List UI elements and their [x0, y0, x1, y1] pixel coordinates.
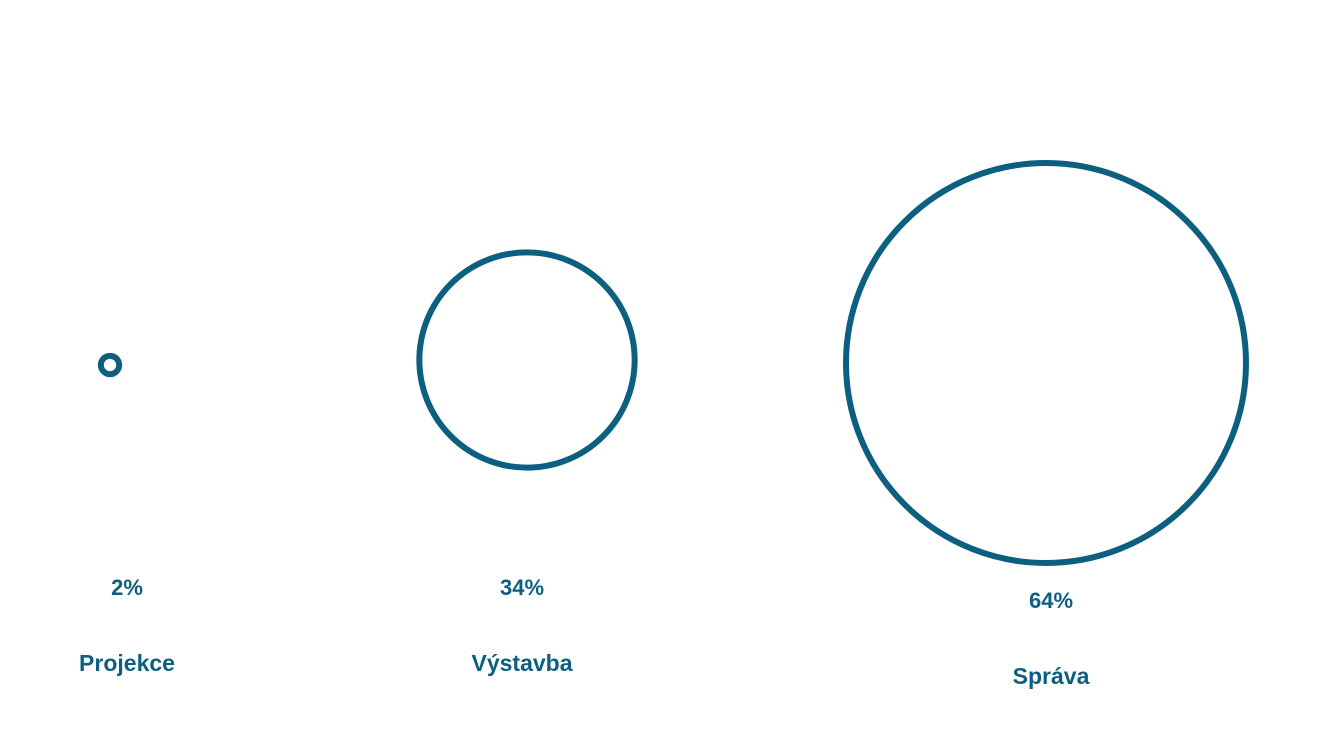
- bubble: [843, 160, 1249, 566]
- bubble: [416, 249, 638, 471]
- category-label: Správa: [1013, 663, 1090, 689]
- bubble: [97, 352, 123, 378]
- category-label: Výstavba: [471, 650, 572, 676]
- category-label: Projekce: [79, 650, 175, 676]
- value-label: 2%: [111, 575, 143, 600]
- value-label: 34%: [500, 575, 544, 600]
- value-label: 64%: [1029, 588, 1073, 613]
